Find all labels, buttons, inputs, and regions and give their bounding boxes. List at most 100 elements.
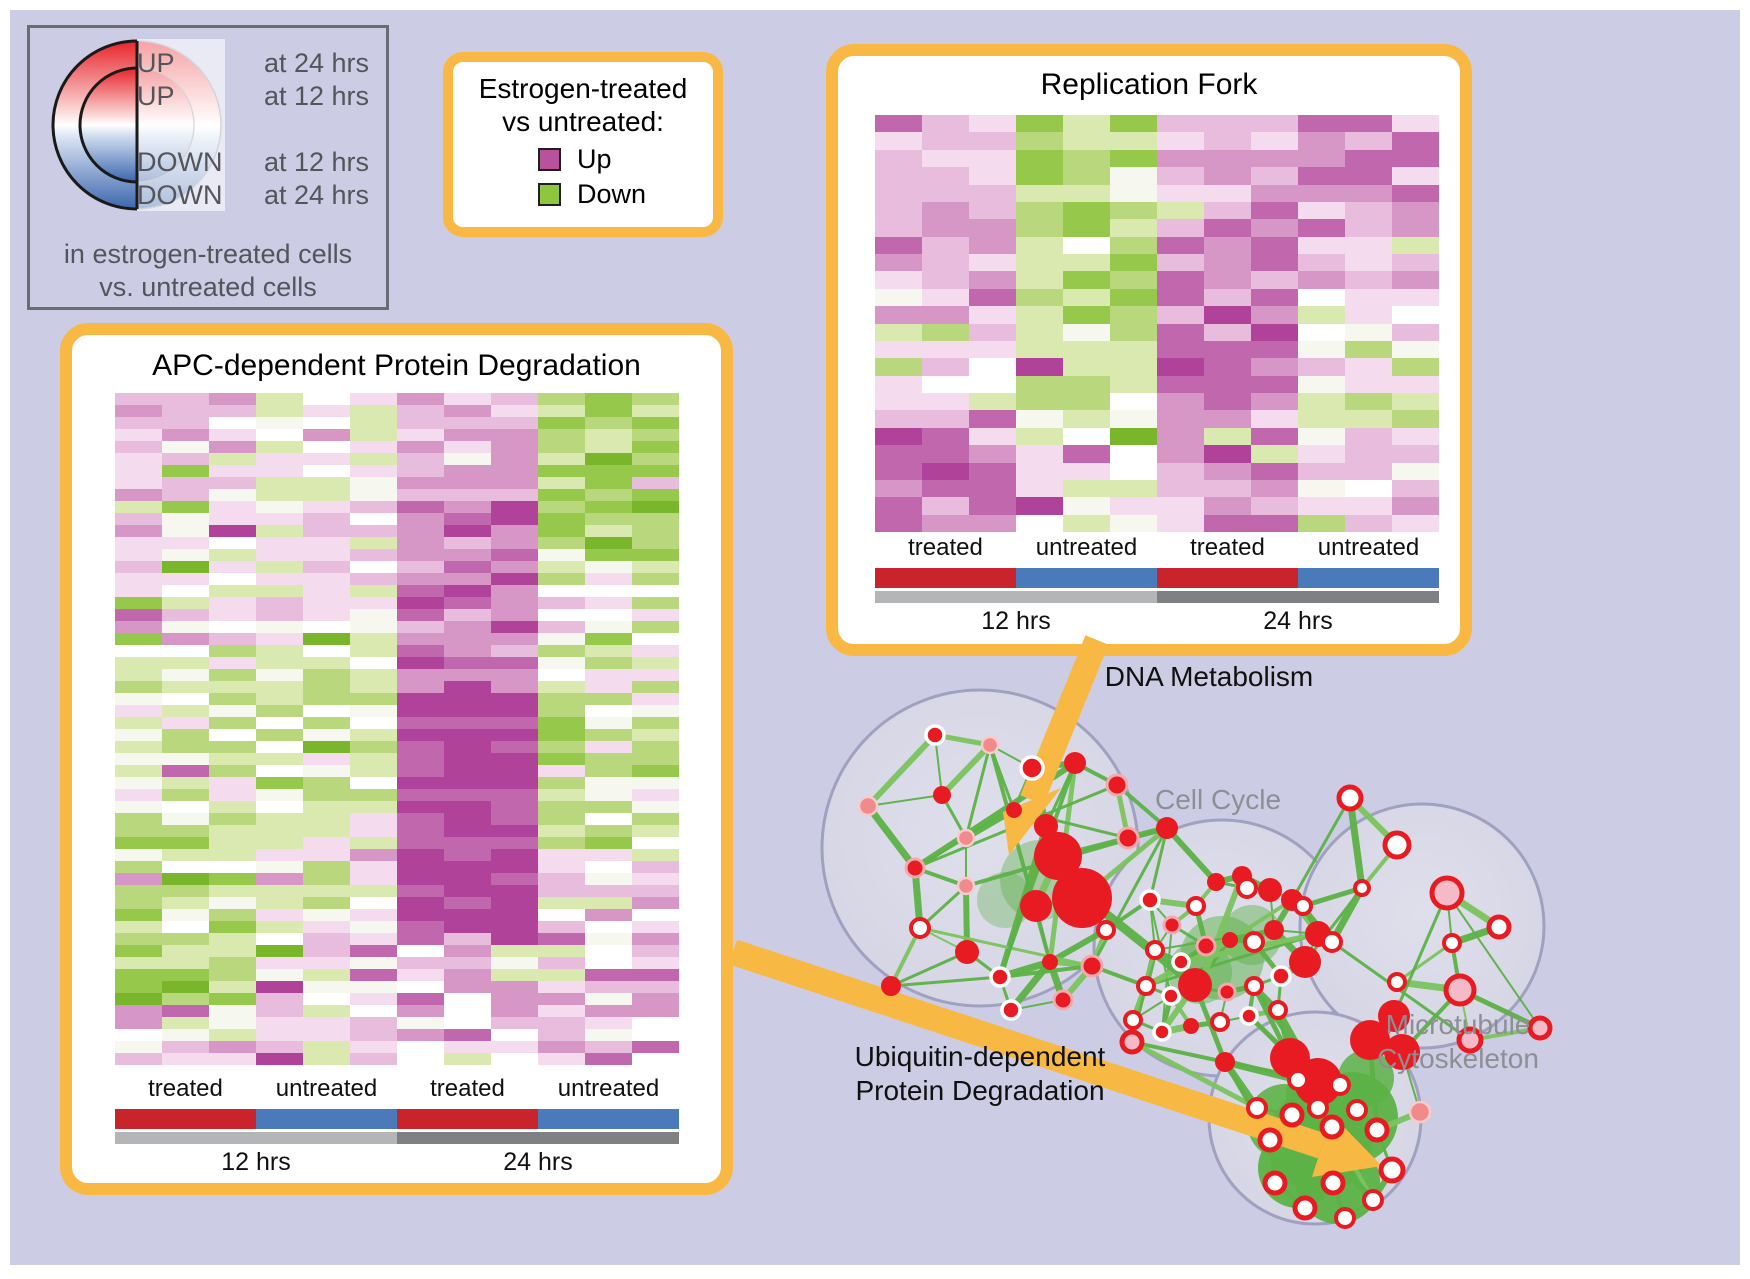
heatmap-cell (350, 429, 397, 441)
time-color-bar (397, 1132, 679, 1144)
heatmap-cell (632, 681, 679, 693)
heatmap-cell (350, 489, 397, 501)
heatmap-cell (491, 621, 538, 633)
heatmap-cell (585, 897, 632, 909)
heatmap-row (115, 405, 679, 417)
heatmap-cell (1063, 393, 1110, 411)
heatmap-cell (350, 765, 397, 777)
heatmap-cell (115, 753, 162, 765)
heatmap-cell (162, 621, 209, 633)
heatmap-cell (162, 861, 209, 873)
heatmap-cell (1251, 514, 1298, 532)
heatmap-row (115, 585, 679, 597)
heatmap-cell (350, 717, 397, 729)
heatmap-cell (397, 657, 444, 669)
heatmap-cell (585, 969, 632, 981)
heatmap-cell (444, 537, 491, 549)
heatmap-cell (115, 501, 162, 513)
heatmap-cell (256, 669, 303, 681)
heatmap-cell (397, 765, 444, 777)
heatmap-cell (350, 849, 397, 861)
heatmap-cell (922, 340, 969, 359)
heatmap-cell (632, 909, 679, 921)
heatmap-row (875, 479, 1439, 498)
heatmap-cell (922, 254, 969, 272)
heatmap-cell (632, 525, 679, 537)
heatmap-cell (444, 777, 491, 789)
heatmap-cell (922, 462, 969, 480)
heatmap-row (115, 801, 679, 813)
heatmap-cell (256, 825, 303, 837)
heatmap-cell (1110, 323, 1157, 341)
heatmap-cell (350, 597, 397, 609)
heatmap-cell (256, 489, 303, 501)
heatmap-cell (969, 149, 1016, 168)
heatmap-cell (162, 1017, 209, 1029)
heatmap-cell (1298, 236, 1345, 254)
heatmap-cell (397, 501, 444, 513)
heatmap-cell (875, 201, 922, 220)
heatmap-cell (209, 801, 256, 813)
apc-group-labels: treated untreated treated untreated (115, 1075, 679, 1103)
heatmap-cell (538, 477, 585, 489)
heatmap-cell (350, 405, 397, 417)
heatmap-cell (1298, 323, 1345, 341)
heatmap-cell (969, 497, 1016, 515)
heatmap-cell (585, 861, 632, 873)
heatmap-cell (162, 585, 209, 597)
heatmap-cell (303, 453, 350, 465)
heatmap-cell (632, 1017, 679, 1029)
heatmap-cell (538, 969, 585, 981)
heatmap-cell (209, 537, 256, 549)
heatmap-cell (1063, 115, 1110, 133)
heatmap-cell (632, 969, 679, 981)
heatmap-cell (209, 813, 256, 825)
heatmap-cell (1392, 514, 1439, 532)
heatmap-cell (1298, 340, 1345, 359)
heatmap-cell (444, 621, 491, 633)
heatmap-cell (397, 813, 444, 825)
up-color-swatch (538, 148, 561, 171)
time-label: 12 hrs (981, 607, 1051, 635)
heatmap-cell (303, 1041, 350, 1053)
heatmap-cell (444, 549, 491, 561)
heatmap-cell (444, 489, 491, 501)
cluster-label-ubiquitin-degradation: Ubiquitin-dependent Protein Degradation (854, 1041, 1106, 1106)
group-color-bar (538, 1109, 679, 1129)
heatmap-cell (969, 340, 1016, 359)
heatmap-cell (1345, 271, 1392, 289)
heatmap-cell (1392, 271, 1439, 289)
heatmap-cell (875, 271, 922, 289)
heatmap-cell (115, 981, 162, 993)
heatmap-cell (1204, 271, 1251, 289)
heatmap-cell (1063, 497, 1110, 515)
heatmap-cell (115, 849, 162, 861)
heatmap-cell (303, 993, 350, 1005)
heatmap-cell (115, 789, 162, 801)
heatmap-cell (491, 909, 538, 921)
heatmap-cell (303, 645, 350, 657)
heatmap-cell (1063, 479, 1110, 498)
heatmap-cell (115, 417, 162, 429)
heatmap-cell (397, 705, 444, 717)
heatmap-cell (1204, 167, 1251, 185)
heatmap-cell (922, 219, 969, 237)
heatmap-cell (585, 441, 632, 453)
heatmap-cell (632, 981, 679, 993)
heatmap-cell (1016, 462, 1063, 480)
heatmap-cell (303, 681, 350, 693)
heatmap-cell (209, 909, 256, 921)
heatmap-cell (1298, 358, 1345, 376)
heatmap-cell (585, 561, 632, 573)
heatmap-cell (969, 184, 1016, 202)
heatmap-cell (303, 957, 350, 969)
heatmap-cell (1204, 497, 1251, 515)
heatmap-cell (256, 645, 303, 657)
heatmap-cell (115, 1029, 162, 1041)
heatmap-cell (115, 813, 162, 825)
heatmap-cell (875, 479, 922, 498)
heatmap-cell (632, 933, 679, 945)
heatmap-cell (875, 393, 922, 411)
heatmap-cell (444, 513, 491, 525)
heatmap-row (875, 254, 1439, 272)
